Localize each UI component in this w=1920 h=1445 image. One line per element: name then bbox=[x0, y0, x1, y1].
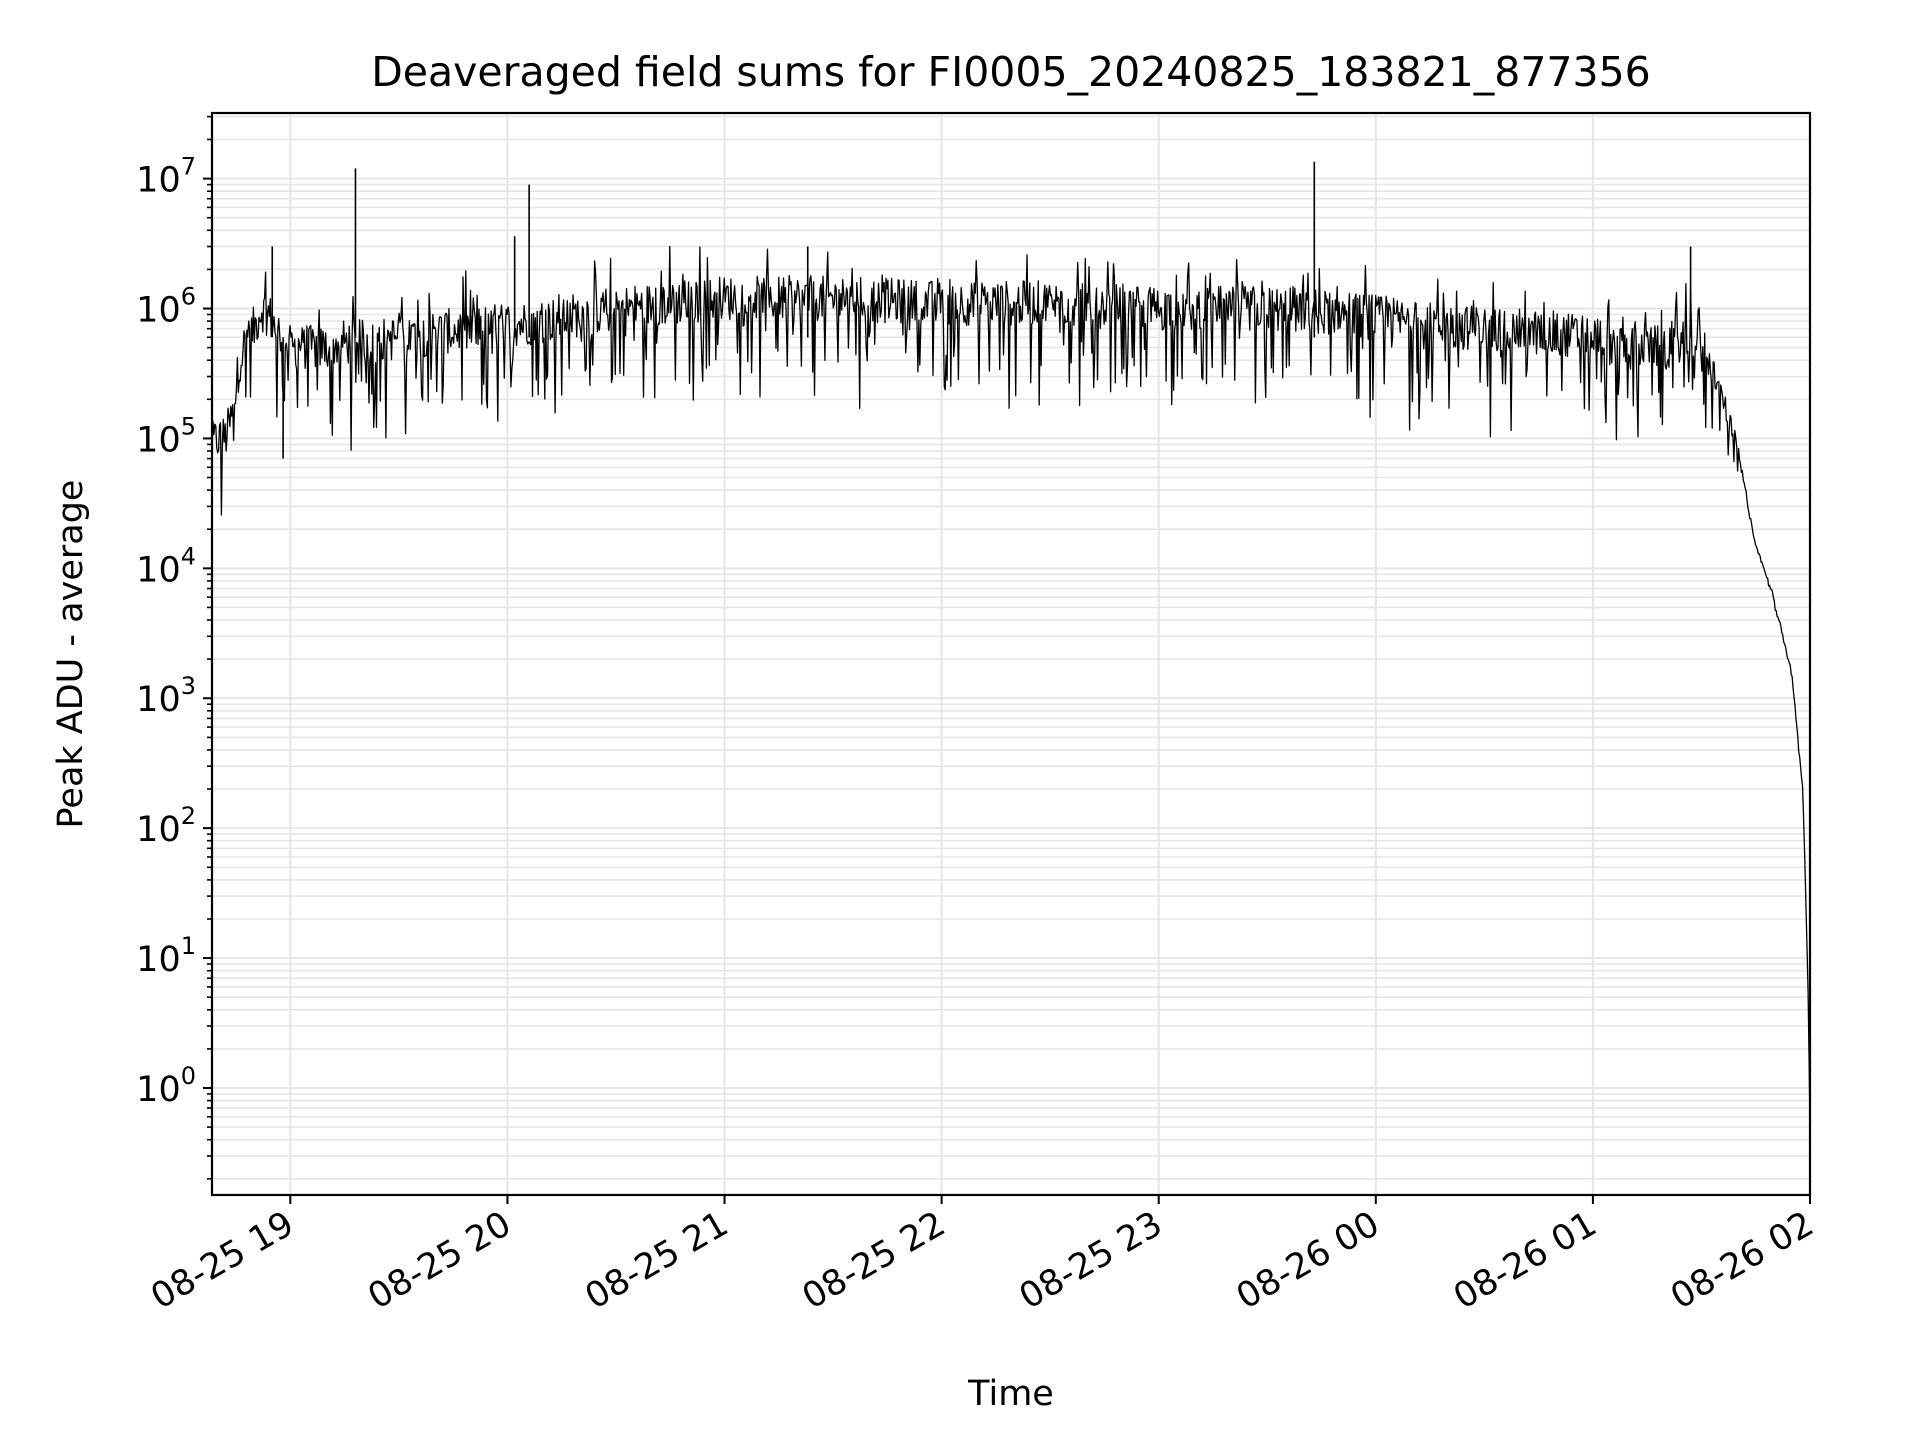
plot-area-frame bbox=[210, 111, 1812, 1197]
y-tick-label: 106 bbox=[136, 283, 196, 331]
x-tick-label: 08-25 19 bbox=[145, 1204, 301, 1317]
y-tick-label: 101 bbox=[136, 932, 196, 980]
y-tick-label: 100 bbox=[136, 1062, 196, 1110]
x-tick-label: 08-26 02 bbox=[1664, 1204, 1820, 1317]
y-tick-label: 105 bbox=[136, 412, 196, 460]
y-tick-label: 102 bbox=[136, 802, 196, 850]
y-tick-label: 103 bbox=[136, 672, 196, 720]
x-tick-label: 08-26 00 bbox=[1230, 1204, 1386, 1317]
chart-title: Deaveraged field sums for FI0005_2024082… bbox=[371, 48, 1651, 96]
y-tick-label: 104 bbox=[136, 542, 196, 590]
x-tick-label: 08-25 21 bbox=[579, 1204, 735, 1317]
y-tick-label: 107 bbox=[136, 153, 196, 201]
series-line bbox=[211, 245, 1811, 1128]
y-axis-label: Peak ADU - average bbox=[51, 480, 91, 829]
x-tick-label: 08-25 22 bbox=[796, 1204, 952, 1317]
grid-lines bbox=[212, 113, 1811, 1195]
series-layer bbox=[211, 161, 1811, 1128]
axis-ticks: 100 101 102 103 104 105 106 107 08-25 19 08-25 20… bbox=[136, 115, 1821, 1317]
x-tick-label: 08-25 23 bbox=[1013, 1204, 1169, 1317]
x-tick-label: 08-25 20 bbox=[362, 1204, 518, 1317]
x-tick-label: 08-26 01 bbox=[1447, 1204, 1603, 1317]
x-axis-label: Time bbox=[967, 1374, 1054, 1414]
